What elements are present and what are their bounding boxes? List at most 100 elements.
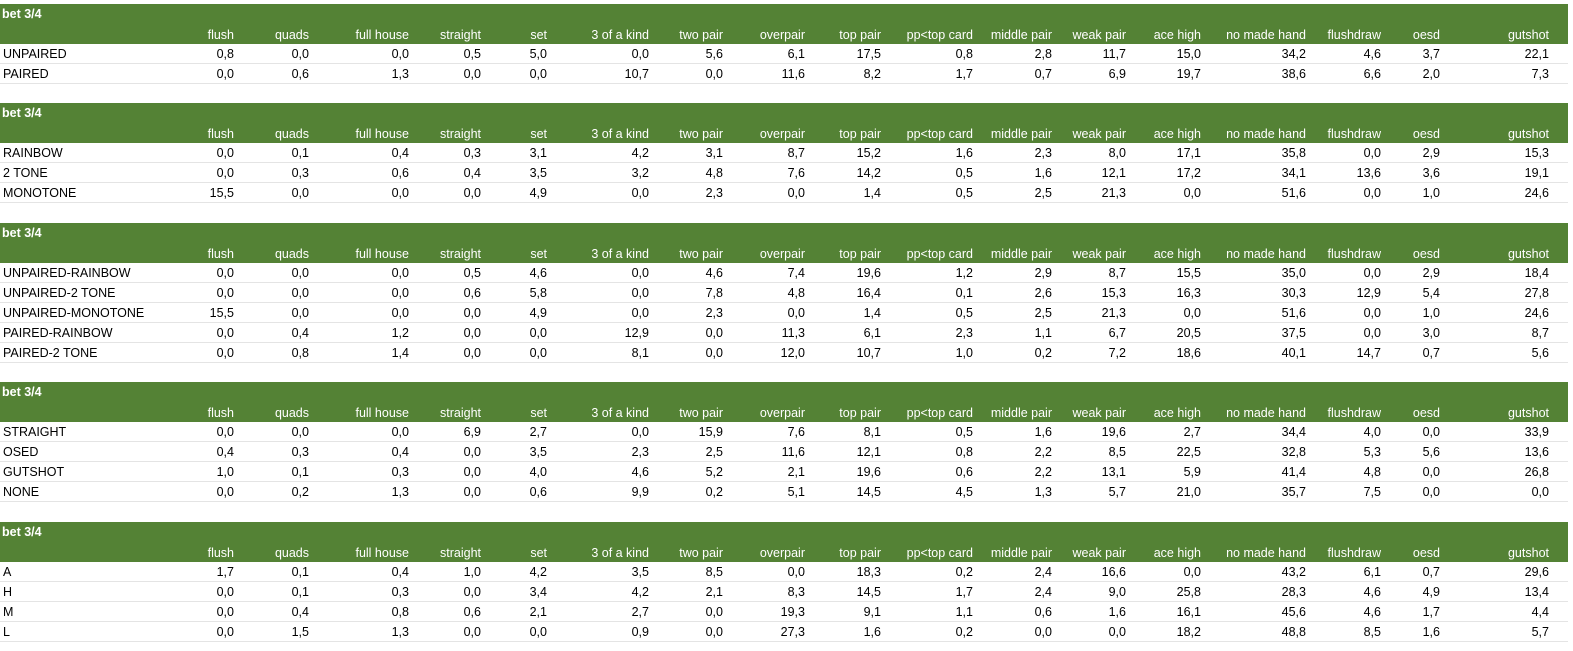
- data-cell[interactable]: 2,4: [1034, 585, 1052, 599]
- data-cell[interactable]: 11,7: [1102, 47, 1126, 61]
- data-cell[interactable]: 0,1: [291, 585, 309, 599]
- data-cell[interactable]: 0,1: [955, 286, 973, 300]
- row-label[interactable]: GUTSHOT: [3, 465, 65, 479]
- data-cell[interactable]: 8,1: [631, 346, 649, 360]
- column-header[interactable]: 3 of a kind: [591, 247, 649, 261]
- data-cell[interactable]: 4,2: [631, 585, 649, 599]
- data-cell[interactable]: 1,2: [955, 266, 973, 280]
- data-cell[interactable]: 7,6: [787, 166, 805, 180]
- data-cell[interactable]: 45,6: [1281, 605, 1306, 619]
- data-cell[interactable]: 0,0: [787, 186, 805, 200]
- data-cell[interactable]: 11,6: [781, 445, 805, 459]
- data-cell[interactable]: 0,6: [463, 605, 481, 619]
- data-cell[interactable]: 17,5: [856, 47, 881, 61]
- data-cell[interactable]: 2,9: [1422, 146, 1440, 160]
- row-label[interactable]: STRAIGHT: [3, 425, 67, 439]
- data-cell[interactable]: 0,8: [955, 445, 973, 459]
- data-cell[interactable]: 18,6: [1176, 346, 1201, 360]
- data-cell[interactable]: 17,2: [1176, 166, 1201, 180]
- column-header[interactable]: straight: [440, 127, 481, 141]
- column-header[interactable]: quads: [274, 127, 309, 141]
- data-cell[interactable]: 22,5: [1176, 445, 1201, 459]
- column-header[interactable]: pp<top card: [906, 546, 973, 560]
- data-cell[interactable]: 21,0: [1176, 485, 1201, 499]
- data-cell[interactable]: 1,0: [463, 565, 481, 579]
- row-label[interactable]: NONE: [3, 485, 40, 499]
- data-cell[interactable]: 0,0: [391, 306, 409, 320]
- table-title[interactable]: bet 3/4: [0, 4, 1568, 24]
- row-label[interactable]: OSED: [3, 445, 39, 459]
- column-header[interactable]: oesd: [1412, 127, 1440, 141]
- data-cell[interactable]: 0,0: [216, 146, 234, 160]
- column-header[interactable]: two pair: [679, 546, 723, 560]
- data-cell[interactable]: 2,3: [1034, 146, 1052, 160]
- data-cell[interactable]: 0,0: [1183, 306, 1201, 320]
- data-cell[interactable]: 0,3: [291, 166, 309, 180]
- data-cell[interactable]: 1,0: [1422, 306, 1440, 320]
- data-cell[interactable]: 8,3: [787, 585, 805, 599]
- data-cell[interactable]: 0,0: [216, 326, 234, 340]
- column-header[interactable]: overpair: [759, 28, 805, 42]
- data-cell[interactable]: 11,6: [781, 67, 805, 81]
- data-cell[interactable]: 0,4: [216, 445, 234, 459]
- data-cell[interactable]: 0,0: [1422, 465, 1440, 479]
- data-cell[interactable]: 8,5: [1108, 445, 1126, 459]
- data-cell[interactable]: 4,6: [1363, 585, 1381, 599]
- data-cell[interactable]: 2,8: [1034, 47, 1052, 61]
- data-cell[interactable]: 0,4: [391, 565, 409, 579]
- data-cell[interactable]: 3,7: [1422, 47, 1440, 61]
- data-cell[interactable]: 4,8: [1363, 465, 1381, 479]
- data-cell[interactable]: 0,4: [291, 326, 309, 340]
- data-cell[interactable]: 2,3: [955, 326, 973, 340]
- column-header[interactable]: overpair: [759, 247, 805, 261]
- data-cell[interactable]: 0,1: [291, 565, 309, 579]
- data-cell[interactable]: 0,6: [463, 286, 481, 300]
- row-label[interactable]: 2 TONE: [3, 166, 48, 180]
- data-cell[interactable]: 4,8: [705, 166, 723, 180]
- data-cell[interactable]: 2,5: [1034, 186, 1052, 200]
- column-header[interactable]: flush: [207, 546, 234, 560]
- data-cell[interactable]: 0,2: [291, 485, 309, 499]
- data-cell[interactable]: 2,4: [1034, 565, 1052, 579]
- data-cell[interactable]: 19,3: [780, 605, 805, 619]
- data-cell[interactable]: 0,0: [216, 286, 234, 300]
- column-header[interactable]: top pair: [839, 406, 881, 420]
- data-cell[interactable]: 3,1: [705, 146, 723, 160]
- data-cell[interactable]: 27,8: [1524, 286, 1549, 300]
- column-header[interactable]: middle pair: [990, 247, 1052, 261]
- column-header[interactable]: flush: [207, 127, 234, 141]
- column-header[interactable]: quads: [274, 247, 309, 261]
- data-cell[interactable]: 0,5: [955, 186, 973, 200]
- data-cell[interactable]: 21,3: [1101, 306, 1126, 320]
- data-cell[interactable]: 0,0: [463, 67, 481, 81]
- data-cell[interactable]: 35,7: [1281, 485, 1306, 499]
- column-header[interactable]: flush: [207, 247, 234, 261]
- data-cell[interactable]: 4,0: [1363, 425, 1381, 439]
- data-cell[interactable]: 18,2: [1176, 625, 1201, 639]
- data-cell[interactable]: 2,7: [631, 605, 649, 619]
- data-cell[interactable]: 0,0: [216, 625, 234, 639]
- data-cell[interactable]: 13,1: [1101, 465, 1126, 479]
- data-cell[interactable]: 9,9: [631, 485, 649, 499]
- data-cell[interactable]: 1,7: [955, 67, 973, 81]
- data-cell[interactable]: 34,4: [1281, 425, 1306, 439]
- column-header[interactable]: top pair: [839, 546, 881, 560]
- data-cell[interactable]: 4,6: [1363, 605, 1381, 619]
- column-header[interactable]: middle pair: [990, 546, 1052, 560]
- data-cell[interactable]: 20,5: [1176, 326, 1201, 340]
- data-cell[interactable]: 0,0: [631, 266, 649, 280]
- data-cell[interactable]: 0,0: [705, 67, 723, 81]
- data-cell[interactable]: 24,6: [1524, 186, 1549, 200]
- data-cell[interactable]: 4,4: [1531, 605, 1549, 619]
- data-cell[interactable]: 1,5: [291, 625, 309, 639]
- column-header[interactable]: quads: [274, 546, 309, 560]
- data-cell[interactable]: 5,7: [1531, 625, 1549, 639]
- data-cell[interactable]: 35,0: [1281, 266, 1306, 280]
- data-cell[interactable]: 28,3: [1281, 585, 1306, 599]
- data-cell[interactable]: 3,5: [529, 445, 547, 459]
- data-cell[interactable]: 38,6: [1281, 67, 1306, 81]
- data-cell[interactable]: 10,7: [624, 67, 649, 81]
- column-header[interactable]: straight: [440, 546, 481, 560]
- data-cell[interactable]: 2,9: [1034, 266, 1052, 280]
- column-header[interactable]: top pair: [839, 28, 881, 42]
